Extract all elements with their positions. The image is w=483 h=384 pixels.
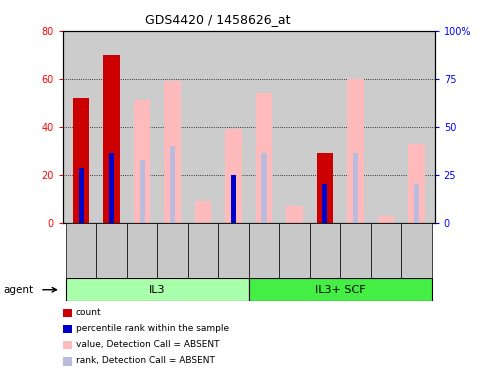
Text: GDS4420 / 1458626_at: GDS4420 / 1458626_at xyxy=(144,13,290,26)
Bar xyxy=(340,223,370,278)
Bar xyxy=(195,201,212,223)
Bar xyxy=(316,153,333,223)
Bar xyxy=(323,153,327,223)
Bar xyxy=(249,223,279,278)
Bar xyxy=(256,93,272,223)
Bar xyxy=(261,153,267,223)
Text: count: count xyxy=(76,308,101,317)
Text: agent: agent xyxy=(4,285,34,295)
Bar xyxy=(66,223,96,278)
Bar xyxy=(231,175,236,223)
Bar xyxy=(310,223,340,278)
Bar xyxy=(225,129,242,223)
Bar xyxy=(96,223,127,278)
Bar xyxy=(370,223,401,278)
Bar xyxy=(127,223,157,278)
Bar xyxy=(109,153,114,223)
Bar xyxy=(170,146,175,223)
Bar xyxy=(414,184,419,223)
Bar xyxy=(66,278,249,301)
Bar xyxy=(378,215,394,223)
Bar xyxy=(73,98,89,223)
Bar xyxy=(353,153,358,223)
Text: percentile rank within the sample: percentile rank within the sample xyxy=(76,324,229,333)
Bar xyxy=(401,223,432,278)
Bar xyxy=(188,223,218,278)
Bar xyxy=(164,81,181,223)
Text: rank, Detection Call = ABSENT: rank, Detection Call = ABSENT xyxy=(76,356,215,365)
Bar xyxy=(347,79,364,223)
Bar xyxy=(218,223,249,278)
Bar xyxy=(79,167,84,223)
Text: IL3: IL3 xyxy=(149,285,166,295)
Text: IL3+ SCF: IL3+ SCF xyxy=(315,285,366,295)
Bar xyxy=(157,223,188,278)
Bar xyxy=(408,144,425,223)
Bar xyxy=(286,206,303,223)
Bar xyxy=(134,100,150,223)
Text: value, Detection Call = ABSENT: value, Detection Call = ABSENT xyxy=(76,340,219,349)
Bar xyxy=(323,184,327,223)
Bar xyxy=(249,278,432,301)
Bar xyxy=(103,55,120,223)
Bar xyxy=(279,223,310,278)
Bar xyxy=(140,161,144,223)
